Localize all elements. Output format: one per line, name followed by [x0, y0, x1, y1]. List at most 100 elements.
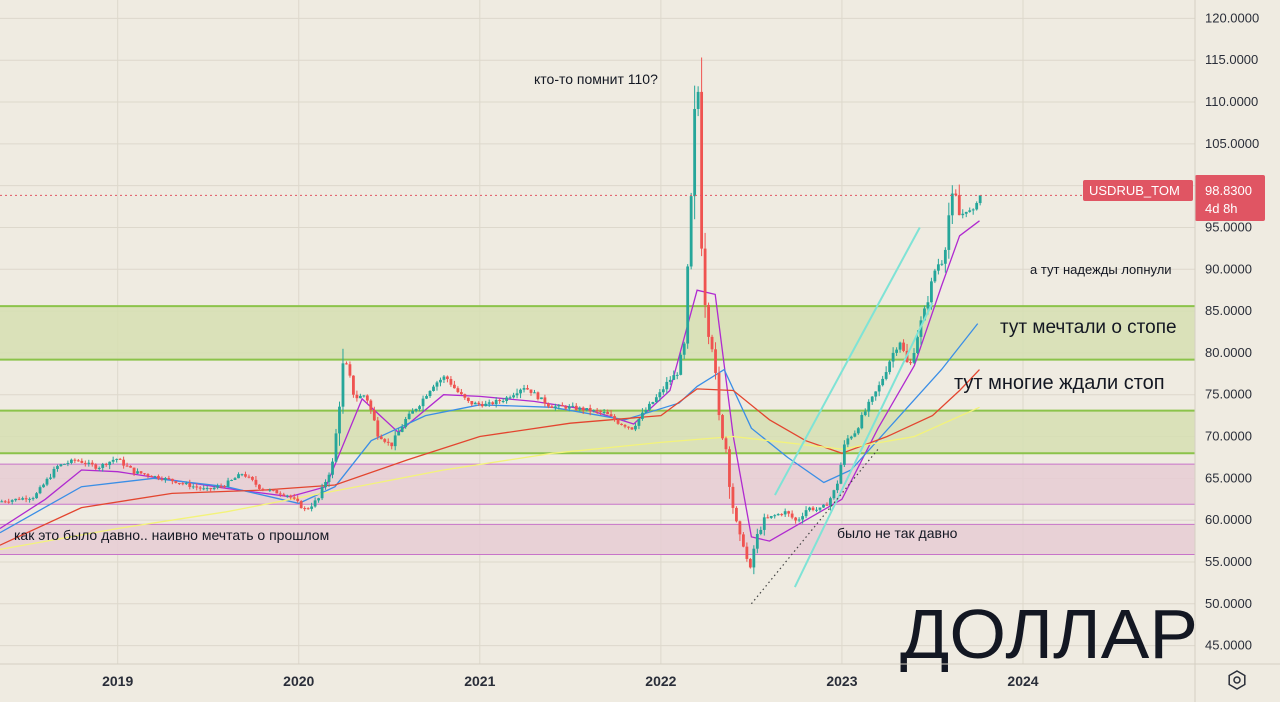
candle-body [240, 474, 244, 476]
candle-body [212, 487, 216, 490]
candle [978, 195, 982, 206]
candle-body [118, 458, 122, 460]
candle-body [641, 412, 644, 419]
trend-line [793, 302, 934, 588]
x-tick-label: 2024 [1007, 673, 1038, 689]
candle [313, 497, 317, 508]
candle-body [195, 486, 199, 488]
candle [717, 366, 721, 421]
candle-body [773, 515, 777, 517]
y-tick-label: 55.0000 [1205, 554, 1252, 569]
candle [414, 408, 418, 413]
candle [682, 341, 686, 360]
price-scale[interactable] [1195, 0, 1280, 664]
candle-body [547, 403, 550, 407]
candle [912, 348, 916, 364]
candle [198, 485, 202, 491]
candle-body [90, 462, 94, 465]
candle [846, 435, 850, 448]
candle [891, 347, 895, 368]
candle [56, 464, 59, 472]
candle [251, 476, 254, 482]
candle-body [393, 435, 397, 447]
candle-body [355, 394, 359, 399]
candle [588, 404, 592, 416]
annotation-dream-stop: тут мечтали о стопе [1000, 317, 1177, 338]
candle-body [49, 477, 52, 479]
candle-body [717, 372, 721, 416]
candle [177, 482, 181, 486]
candle-body [592, 410, 596, 412]
candle-body [710, 336, 714, 350]
candle [139, 471, 143, 475]
candle-body [661, 389, 665, 393]
candle [950, 185, 954, 225]
candle-body [174, 481, 178, 483]
candle [668, 376, 672, 386]
candle [581, 406, 585, 414]
candle [703, 232, 707, 318]
candle-body [902, 342, 905, 351]
candle [449, 376, 453, 387]
candle [860, 412, 864, 430]
candle-body [686, 266, 690, 344]
candle-body [926, 302, 930, 309]
candle [83, 460, 87, 467]
candle [442, 374, 446, 383]
candle [620, 423, 623, 426]
candle-body [745, 546, 749, 559]
symbol-badge[interactable] [1083, 180, 1193, 201]
candle [567, 404, 571, 412]
candle [264, 489, 268, 491]
candle [261, 487, 265, 492]
candle-body [543, 397, 547, 404]
annotation-hopes: а тут надежды лопнули [1030, 262, 1172, 277]
last-price-value: 98.8300 [1205, 183, 1252, 198]
candle-body [432, 386, 435, 391]
candle-body [505, 397, 509, 401]
candle-body [188, 483, 192, 487]
gear-icon[interactable] [1228, 670, 1246, 690]
candle-body [303, 508, 307, 510]
candle-body [369, 400, 373, 411]
candle [129, 465, 132, 468]
candle-body [891, 352, 895, 362]
candle-body [755, 533, 759, 549]
candle [801, 512, 804, 524]
candle [877, 381, 881, 397]
candle-body [418, 406, 421, 409]
candle-body [665, 381, 669, 390]
candle-body [327, 474, 331, 482]
candle-body [14, 498, 18, 501]
candle [303, 506, 307, 512]
candle [630, 427, 634, 430]
candle-body [331, 461, 334, 475]
candle [766, 514, 770, 519]
candle [477, 401, 481, 407]
candle-body [191, 486, 195, 488]
candle [964, 211, 968, 218]
candle-body [752, 548, 756, 568]
candle-body [957, 195, 961, 216]
candle-body [219, 486, 223, 488]
candle-body [668, 379, 672, 382]
candle-body [787, 511, 791, 514]
candle-body [132, 467, 136, 474]
candle-body [508, 397, 512, 399]
candle-body [292, 497, 296, 499]
candle [101, 462, 105, 472]
candle-body [216, 486, 220, 488]
candle-body [738, 521, 742, 535]
x-tick-label: 2021 [464, 673, 495, 689]
candle-body [233, 478, 237, 480]
candle-body [271, 489, 275, 491]
candle [10, 499, 14, 505]
candle-body [407, 413, 411, 420]
candle [188, 479, 192, 490]
candle [258, 484, 261, 491]
candle-body [136, 471, 139, 474]
candle [755, 528, 759, 554]
candle [797, 517, 801, 523]
